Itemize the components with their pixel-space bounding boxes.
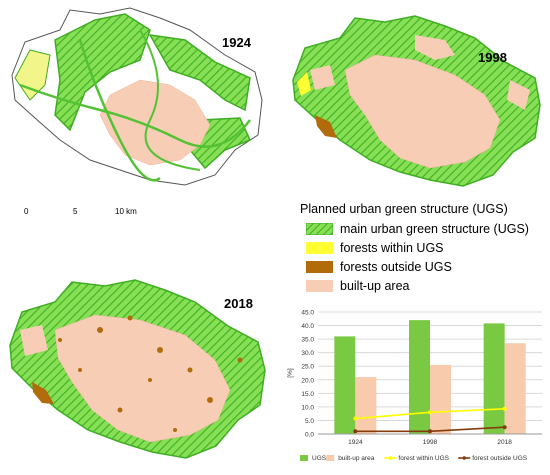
bar-UGS [409, 320, 430, 434]
legend-entry: forest within UGS [398, 455, 449, 462]
built-up-area [507, 80, 530, 110]
legend-entry: forest outside UGS [472, 455, 528, 462]
y-axis-label: [%] [287, 368, 294, 378]
built-up-area [415, 35, 455, 60]
ugs-corridor [78, 39, 161, 182]
ugs-chart: 0.0 5.0 10.0 15.0 20.0 25.0 30.0 35.0 40.0 45.0 [%… [287, 310, 542, 462]
built-up-area [310, 65, 335, 90]
scale-tick-label: 5 [73, 207, 78, 216]
bar-built-up-area [355, 377, 377, 434]
y-tick-label: 10.0 [301, 404, 314, 411]
y-tick-label: 30.0 [301, 350, 314, 357]
x-tick-label: 1998 [423, 439, 438, 446]
bar-built-up-area [504, 343, 526, 434]
legend-entry: built-up area [338, 455, 375, 462]
scale-tick-label: 0 [24, 207, 29, 216]
legend-label: forests within UGS [340, 240, 444, 255]
forest-outside-ugs [315, 115, 337, 138]
ugs-area [148, 34, 251, 112]
map-1924: 1924 [11, 7, 263, 186]
legend-marker-icon [462, 456, 466, 460]
map-year-label: 2018 [224, 296, 253, 311]
map-legend: Planned urban green structure (UGS) main… [300, 202, 545, 295]
legend-marker-icon [388, 456, 393, 460]
yellow-swatch-icon [306, 241, 333, 254]
forest-within-ugs [297, 72, 311, 96]
point-forest-within-UGS [502, 406, 507, 411]
map-year-label: 1998 [478, 50, 507, 65]
forest-outside-ugs [58, 315, 243, 432]
legend-label: main urban green structure (UGS) [340, 221, 529, 236]
ugs-area [54, 13, 151, 132]
bar-UGS [483, 323, 505, 434]
x-tick-label: 2018 [497, 439, 512, 446]
y-tick-label: 20.0 [301, 377, 314, 384]
legend-item-built-up: built-up area [306, 276, 545, 295]
y-tick-label: 45.0 [301, 310, 314, 317]
scale-bar-labels: 0 5 10 km [24, 207, 137, 216]
bar-UGS [334, 336, 356, 434]
legend-title: Planned urban green structure (UGS) [300, 202, 508, 216]
point-forest-outside-UGS [502, 425, 507, 430]
point-forest-outside-UGS [428, 429, 432, 434]
forest-outside-ugs [32, 382, 54, 404]
y-tick-label: 5.0 [305, 418, 314, 425]
bar-built-up-area [430, 364, 451, 434]
peach-swatch-icon [306, 279, 333, 292]
map-1998: 1998 [292, 15, 541, 187]
brown-swatch-icon [306, 260, 333, 273]
y-tick-label: 25.0 [301, 364, 314, 371]
legend-item-forest-outside: forests outside UGS [306, 257, 545, 276]
legend-item-forest-within: forests within UGS [306, 238, 545, 257]
hatched-green-swatch-icon [306, 222, 333, 235]
built-up-area [54, 314, 231, 443]
scale-tick-label: 10 km [115, 207, 137, 216]
y-tick-label: 40.0 [301, 323, 314, 330]
point-forest-within-UGS [353, 416, 358, 421]
y-tick-label: 35.0 [301, 337, 314, 344]
legend-swatch-icon [326, 455, 335, 461]
legend-label: forests outside UGS [340, 259, 452, 274]
ugs-corridor [139, 29, 201, 171]
legend-item-ugs: main urban green structure (UGS) [306, 219, 545, 238]
legend-label: built-up area [340, 278, 410, 293]
built-up-area [20, 325, 48, 356]
x-tick-label: 1924 [348, 439, 363, 446]
legend-entry: UGS [312, 455, 327, 462]
point-forest-within-UGS [428, 410, 432, 415]
map-year-label: 1924 [222, 35, 252, 50]
y-tick-label: 15.0 [301, 391, 314, 398]
built-up-area [344, 54, 501, 169]
point-forest-outside-UGS [353, 429, 358, 434]
y-tick-label: 0.0 [305, 432, 314, 439]
ugs-corridor [19, 83, 251, 148]
map-2018: 2018 [9, 279, 266, 459]
built-up-area [99, 79, 211, 166]
legend-swatch-icon [300, 455, 308, 461]
